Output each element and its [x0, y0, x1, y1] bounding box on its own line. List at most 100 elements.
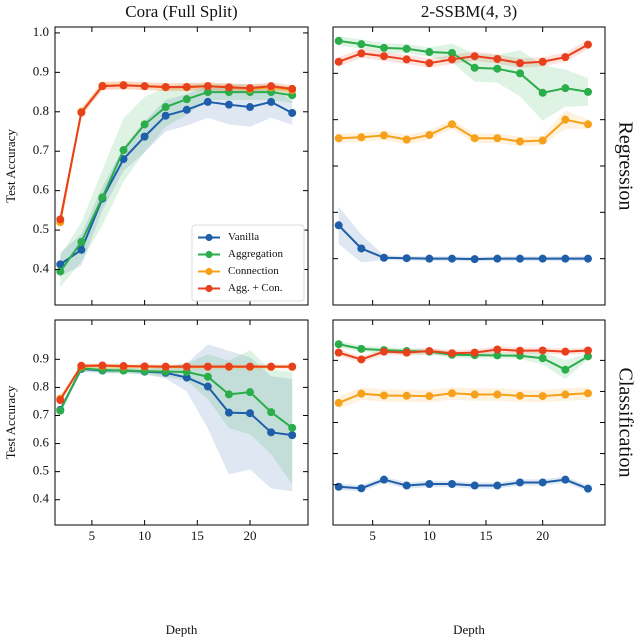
- data-point: [402, 55, 411, 64]
- data-point: [493, 254, 502, 263]
- data-point: [584, 346, 593, 355]
- data-point: [77, 245, 86, 254]
- data-point: [334, 398, 343, 407]
- data-point: [516, 254, 525, 263]
- data-point: [402, 391, 411, 400]
- x-tick-label: 10: [423, 528, 436, 543]
- y-tick-label: 0.5: [33, 221, 49, 236]
- data-point: [246, 409, 255, 418]
- data-point: [584, 389, 593, 398]
- data-point: [288, 431, 297, 440]
- x-tick-label: 20: [536, 528, 549, 543]
- data-point: [140, 82, 149, 91]
- error-band: [338, 387, 588, 410]
- data-point: [538, 346, 547, 355]
- data-point: [161, 82, 170, 91]
- x-tick-label: 15: [191, 528, 204, 543]
- data-point: [161, 111, 170, 120]
- data-point: [246, 103, 255, 112]
- data-point: [447, 389, 456, 398]
- panel-title: 2-SSBM(4, 3): [421, 2, 517, 21]
- data-point: [516, 137, 525, 146]
- data-point: [357, 344, 366, 353]
- data-point: [140, 132, 149, 141]
- legend-box: [191, 224, 305, 302]
- y-tick-label: 0.6: [33, 435, 50, 450]
- legend-label: Vanilla: [228, 231, 259, 243]
- data-point: [561, 365, 570, 374]
- data-point: [334, 36, 343, 45]
- data-point: [267, 428, 276, 437]
- data-point: [425, 392, 434, 401]
- data-point: [561, 115, 570, 124]
- data-point: [493, 134, 502, 143]
- data-point: [447, 120, 456, 129]
- y-tick-label: 0.9: [33, 350, 49, 365]
- data-point: [538, 254, 547, 263]
- data-point: [447, 349, 456, 358]
- legend-marker: [205, 267, 213, 276]
- data-point: [56, 215, 65, 224]
- data-point: [203, 372, 212, 381]
- data-point: [246, 84, 255, 93]
- data-point: [182, 95, 191, 104]
- data-point: [538, 88, 547, 97]
- data-point: [538, 57, 547, 66]
- data-point: [140, 120, 149, 129]
- data-point: [288, 423, 297, 432]
- data-point: [119, 362, 128, 371]
- y-tick-label: 0.8: [33, 103, 49, 118]
- x-tick-label: 20: [244, 528, 257, 543]
- y-tick-label: 0.4: [33, 260, 50, 275]
- data-point: [493, 54, 502, 63]
- data-point: [584, 254, 593, 263]
- data-point: [584, 120, 593, 129]
- axes-frame: [54, 319, 309, 526]
- data-point: [447, 254, 456, 263]
- data-point: [425, 130, 434, 139]
- data-point: [267, 362, 276, 371]
- error-band: [60, 83, 293, 288]
- data-point: [561, 347, 570, 356]
- data-point: [246, 362, 255, 371]
- data-point: [425, 48, 434, 57]
- data-point: [357, 40, 366, 49]
- data-point: [357, 133, 366, 142]
- data-point: [224, 83, 233, 92]
- data-point: [425, 59, 434, 68]
- data-point: [161, 103, 170, 112]
- plot-area: [334, 36, 593, 264]
- data-point: [203, 382, 212, 391]
- x-tick-label: 5: [89, 528, 96, 543]
- y-axis-label: Test Accuracy: [3, 129, 18, 203]
- data-point: [493, 64, 502, 73]
- data-point: [516, 478, 525, 487]
- data-point: [470, 481, 479, 490]
- y-tick-label: 0.7: [33, 406, 50, 421]
- y-tick-label: 0.4: [33, 491, 50, 506]
- data-point: [224, 100, 233, 109]
- data-point: [98, 82, 107, 91]
- data-point: [119, 81, 128, 90]
- data-point: [140, 362, 149, 371]
- data-point: [56, 267, 65, 276]
- data-point: [379, 52, 388, 61]
- y-tick-label: 0.6: [33, 182, 50, 197]
- legend-marker: [205, 233, 213, 242]
- x-axis-label: Depth: [166, 622, 198, 637]
- data-point: [561, 254, 570, 263]
- data-point: [334, 348, 343, 357]
- data-point: [379, 131, 388, 140]
- data-point: [203, 97, 212, 106]
- x-axis-label: Depth: [453, 622, 485, 637]
- data-point: [161, 362, 170, 371]
- legend-label: Agg. + Con.: [228, 282, 283, 294]
- data-point: [379, 347, 388, 356]
- data-point: [357, 355, 366, 364]
- data-point: [538, 354, 547, 363]
- error-band: [338, 110, 588, 147]
- data-point: [584, 484, 593, 493]
- data-point: [538, 478, 547, 487]
